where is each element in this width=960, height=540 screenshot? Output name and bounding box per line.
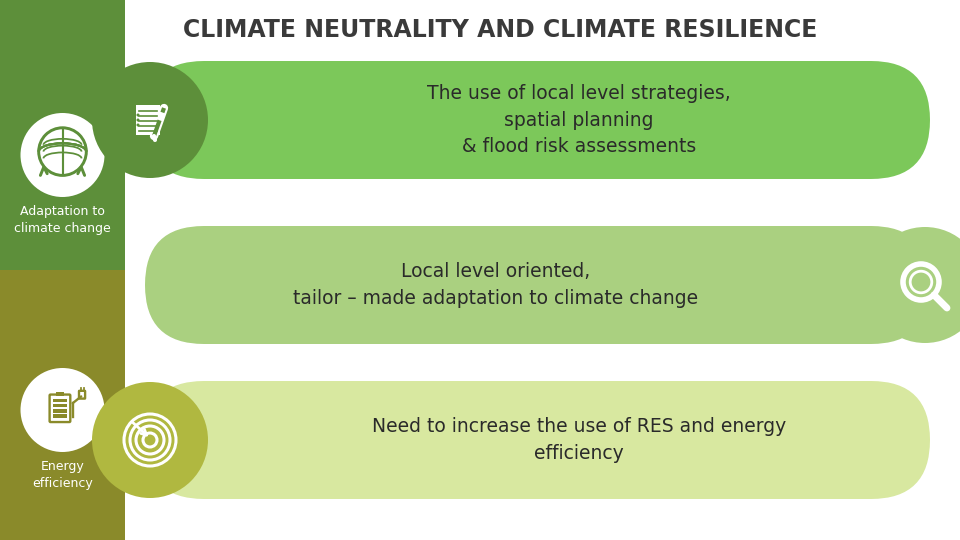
FancyBboxPatch shape bbox=[0, 0, 125, 270]
Circle shape bbox=[20, 368, 105, 452]
Text: Need to increase the use of RES and energy
efficiency: Need to increase the use of RES and ener… bbox=[372, 417, 786, 463]
FancyBboxPatch shape bbox=[57, 392, 63, 395]
Text: The use of local level strategies,
spatial planning
& flood risk assessments: The use of local level strategies, spati… bbox=[427, 84, 731, 156]
Text: Local level oriented,
tailor – made adaptation to climate change: Local level oriented, tailor – made adap… bbox=[294, 262, 699, 308]
FancyBboxPatch shape bbox=[145, 226, 930, 344]
Circle shape bbox=[92, 382, 208, 498]
FancyBboxPatch shape bbox=[53, 409, 67, 413]
FancyBboxPatch shape bbox=[136, 105, 160, 135]
FancyBboxPatch shape bbox=[53, 404, 67, 408]
Text: Adaptation to
climate change: Adaptation to climate change bbox=[14, 205, 110, 235]
FancyBboxPatch shape bbox=[53, 399, 67, 402]
Circle shape bbox=[92, 62, 208, 178]
Circle shape bbox=[136, 124, 139, 126]
FancyBboxPatch shape bbox=[53, 414, 67, 417]
Text: CLIMATE NEUTRALITY AND CLIMATE RESILIENCE: CLIMATE NEUTRALITY AND CLIMATE RESILIENC… bbox=[182, 18, 817, 42]
Circle shape bbox=[136, 118, 139, 122]
Text: Energy
efficiency: Energy efficiency bbox=[32, 460, 93, 490]
FancyBboxPatch shape bbox=[145, 381, 930, 499]
Circle shape bbox=[20, 113, 105, 197]
Circle shape bbox=[136, 113, 139, 117]
FancyBboxPatch shape bbox=[0, 270, 125, 540]
Circle shape bbox=[867, 227, 960, 343]
FancyBboxPatch shape bbox=[145, 61, 930, 179]
